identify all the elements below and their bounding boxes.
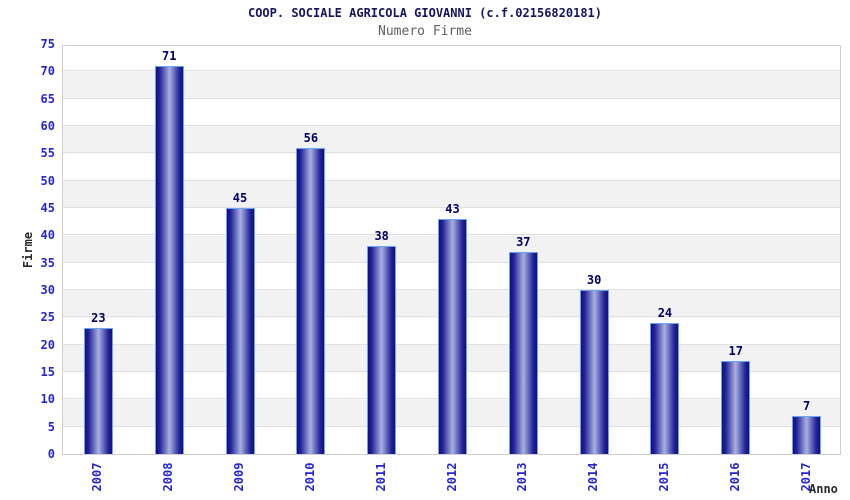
- bar-value-label: 7: [802, 398, 811, 413]
- y-tick-label: 35: [40, 255, 55, 270]
- y-tick-label: 15: [40, 365, 55, 379]
- x-tick-label: 2015: [656, 462, 671, 492]
- bar-value-label: 56: [303, 130, 319, 145]
- y-tick-label: 60: [40, 119, 55, 133]
- gridline: [63, 152, 840, 154]
- chart-title: COOP. SOCIALE AGRICOLA GIOVANNI (c.f.021…: [247, 6, 602, 20]
- bar: [296, 147, 326, 454]
- bar: [721, 361, 751, 454]
- bar: [154, 65, 184, 454]
- y-tick-label: 25: [40, 310, 55, 325]
- x-tick-label: 2011: [373, 462, 388, 492]
- bar-value-label: 24: [657, 305, 673, 320]
- chart-subtitle: Numero Firme: [378, 24, 472, 39]
- y-tick-label: 75: [40, 37, 55, 51]
- x-axis-title: Anno: [809, 482, 838, 496]
- y-tick-label: 40: [40, 228, 55, 243]
- y-tick-label: 5: [47, 419, 55, 434]
- x-tick-label: 2016: [727, 462, 742, 492]
- bar-value-label: 37: [516, 234, 531, 249]
- bar: [438, 218, 467, 454]
- x-tick-label: 2010: [302, 462, 317, 492]
- y-tick-label: 50: [40, 173, 55, 188]
- bar-value-label: 30: [586, 273, 602, 287]
- bar-value-label: 17: [728, 344, 743, 359]
- x-tick-label: 2007: [90, 462, 105, 492]
- y-axis-title: Firme: [21, 231, 35, 269]
- bar-value-label: 38: [374, 229, 389, 244]
- gridline: [63, 125, 840, 126]
- bar-value-label: 43: [445, 201, 460, 216]
- gridline: [63, 179, 840, 181]
- y-tick-label: 45: [40, 201, 55, 215]
- y-tick-label: 0: [47, 447, 55, 461]
- x-tick-label: 2012: [444, 462, 459, 492]
- bar-value-label: 23: [91, 311, 106, 326]
- y-tick-label: 65: [40, 91, 55, 106]
- bar: [367, 246, 397, 454]
- y-tick-label: 20: [40, 337, 55, 352]
- bar: [225, 208, 255, 454]
- x-tick-label: 2013: [515, 462, 530, 492]
- bar: [579, 290, 609, 454]
- bar: [792, 415, 822, 454]
- bar-value-label: 71: [161, 48, 177, 63]
- gridline: [63, 207, 840, 208]
- x-tick-label: 2009: [232, 462, 247, 492]
- gridline: [63, 97, 840, 99]
- y-tick-label: 30: [40, 283, 55, 297]
- bar: [83, 328, 113, 454]
- x-tick-label: 2008: [161, 462, 176, 492]
- bar: [650, 322, 680, 454]
- y-tick-label: 55: [40, 146, 55, 161]
- bar: [508, 251, 538, 454]
- plot-area: 23 71 45 56 38 43 37 30 24 17 7: [62, 45, 841, 455]
- bar-value-label: 45: [232, 191, 248, 205]
- gridline: [63, 70, 840, 72]
- y-tick-label: 70: [40, 64, 55, 79]
- y-tick-label: 10: [40, 392, 55, 407]
- x-tick-label: 2014: [586, 462, 601, 492]
